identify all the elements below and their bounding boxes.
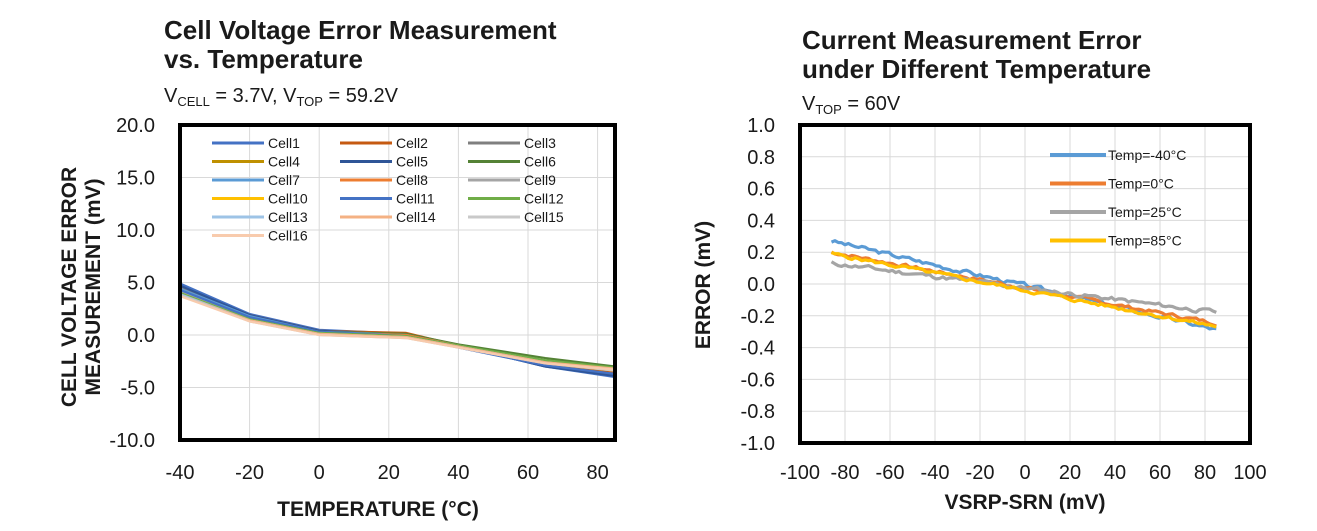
chart1-legend-label: Cell4 bbox=[268, 154, 300, 170]
chart1-series-line bbox=[179, 289, 616, 370]
chart1-ytick-label: -10.0 bbox=[109, 430, 155, 452]
chart1-legend-label: Cell8 bbox=[396, 172, 428, 188]
chart2-ytick-label: 0.2 bbox=[747, 242, 775, 264]
chart1-legend-label: Cell5 bbox=[396, 154, 428, 170]
chart2-title: Current Measurement Error under Differen… bbox=[802, 26, 1151, 84]
chart2-ytick-label: 0.6 bbox=[747, 179, 775, 201]
chart1-legend-label: Cell1 bbox=[268, 135, 300, 151]
chart2-ytick-label: -0.8 bbox=[741, 401, 775, 423]
chart1-xtick-label: 0 bbox=[314, 462, 325, 484]
chart1-ylabel-line1: CELL VOLTAGE ERROR bbox=[58, 167, 81, 407]
chart1-frame bbox=[178, 123, 617, 442]
chart2-xtick-label: 80 bbox=[1194, 462, 1216, 484]
chart1-legend-label: Cell10 bbox=[268, 191, 308, 207]
chart1-subtitle-v2-sub: TOP bbox=[296, 94, 323, 109]
chart1-ytick-label: 0.0 bbox=[127, 325, 155, 347]
chart2-xtick-label: 20 bbox=[1059, 462, 1081, 484]
chart2-subtitle-v1-val: = 60V bbox=[841, 93, 901, 115]
chart1-ytick-label: 15.0 bbox=[116, 168, 155, 190]
chart2-ytick-label: 0.8 bbox=[747, 147, 775, 169]
chart1-ytick-label: 5.0 bbox=[127, 273, 155, 295]
chart1-legend-label: Cell7 bbox=[268, 172, 300, 188]
chart1-xlabel: TEMPERATURE (°C) bbox=[277, 498, 479, 521]
chart1-title-line1: Cell Voltage Error Measurement bbox=[164, 15, 557, 45]
chart2-xtick-label: -20 bbox=[966, 462, 995, 484]
chart2-ytick-label: 0.0 bbox=[747, 274, 775, 296]
chart1-xtick-label: 60 bbox=[517, 462, 539, 484]
chart1-legend-label: Cell9 bbox=[524, 172, 556, 188]
chart1-legend-label: Cell14 bbox=[396, 209, 436, 225]
chart2-ytick-label: -0.6 bbox=[741, 369, 775, 391]
chart1-series-line bbox=[179, 295, 616, 371]
chart1-series-line bbox=[179, 291, 616, 369]
chart2-xtick-label: 60 bbox=[1149, 462, 1171, 484]
chart1-xtick-label: -20 bbox=[235, 462, 264, 484]
chart1-xtick-label: 20 bbox=[378, 462, 400, 484]
chart1-xtick-label: -40 bbox=[166, 462, 195, 484]
chart2-ytick-label: -1.0 bbox=[741, 433, 775, 455]
chart2-title-line2: under Different Temperature bbox=[802, 54, 1152, 84]
chart1-subtitle-v2-val: = 59.2V bbox=[322, 85, 398, 107]
chart1-series-line bbox=[179, 287, 616, 371]
chart2-ytick-label: -0.2 bbox=[741, 306, 775, 328]
chart1-title-line2: vs. Temperature bbox=[164, 44, 363, 74]
chart2-title-line1: Current Measurement Error bbox=[802, 25, 1142, 55]
chart1-ytick-label: -5.0 bbox=[121, 378, 155, 400]
chart2-xtick-label: -40 bbox=[921, 462, 950, 484]
chart2-xtick-label: -60 bbox=[876, 462, 905, 484]
chart1-legend-label: Cell16 bbox=[268, 228, 308, 244]
chart2-subtitle-v1: V bbox=[802, 93, 816, 115]
chart1-legend-label: Cell6 bbox=[524, 154, 556, 170]
chart1-legend-label: Cell15 bbox=[524, 209, 564, 225]
chart2-xtick-label: 100 bbox=[1233, 462, 1266, 484]
chart2-legend-label: Temp=85°C bbox=[1108, 233, 1182, 249]
chart2-subtitle: VTOP = 60V bbox=[802, 93, 900, 121]
chart1-ytick-label: 10.0 bbox=[116, 220, 155, 242]
chart2-ytick-label: 1.0 bbox=[747, 115, 775, 137]
chart1-subtitle-v1-sub: CELL bbox=[177, 94, 210, 109]
chart2-xtick-label: 0 bbox=[1019, 462, 1030, 484]
chart2-ytick-label: 0.4 bbox=[747, 210, 775, 232]
chart2-subtitle-v1-sub: TOP bbox=[815, 102, 842, 117]
chart1-subtitle: VCELL = 3.7V, VTOP = 59.2V bbox=[164, 85, 398, 113]
chart1-xtick-label: 80 bbox=[586, 462, 608, 484]
chart1-legend-label: Cell11 bbox=[396, 191, 435, 207]
chart2-ytick-label: -0.4 bbox=[741, 338, 775, 360]
chart1-series-line bbox=[179, 287, 616, 371]
chart2-series-line bbox=[830, 260, 1217, 314]
chart1-legend-label: Cell12 bbox=[524, 191, 564, 207]
chart2-frame bbox=[798, 123, 1252, 445]
chart1-legend-label: Cell13 bbox=[268, 209, 308, 225]
chart1-series-line bbox=[179, 288, 616, 368]
chart1-subtitle-v1-val: = 3.7V, bbox=[209, 85, 284, 107]
chart2-xlabel: VSRP-SRN (mV) bbox=[944, 491, 1105, 514]
chart2-ylabel: ERROR (mV) bbox=[692, 221, 715, 349]
chart1-xtick-label: 40 bbox=[447, 462, 469, 484]
chart2-xtick-label: -100 bbox=[780, 462, 820, 484]
chart1-subtitle-v2: V bbox=[283, 85, 297, 107]
chart2-legend-label: Temp=-40°C bbox=[1108, 147, 1186, 163]
chart2-legend-label: Temp=25°C bbox=[1108, 204, 1182, 220]
chart2-series-line bbox=[831, 251, 1217, 329]
chart1-ylabel-line2: MEASUREMENT (mV) bbox=[82, 178, 105, 395]
chart1-ytick-label: 20.0 bbox=[116, 115, 155, 137]
chart1-subtitle-v1: V bbox=[164, 85, 178, 107]
chart1-title: Cell Voltage Error Measurement vs. Tempe… bbox=[164, 16, 557, 74]
chart2-xtick-label: 40 bbox=[1104, 462, 1126, 484]
chart2-legend-label: Temp=0°C bbox=[1108, 176, 1174, 192]
chart1-legend-label: Cell3 bbox=[524, 135, 556, 151]
chart2-xtick-label: -80 bbox=[831, 462, 860, 484]
chart1-legend-label: Cell2 bbox=[396, 135, 428, 151]
